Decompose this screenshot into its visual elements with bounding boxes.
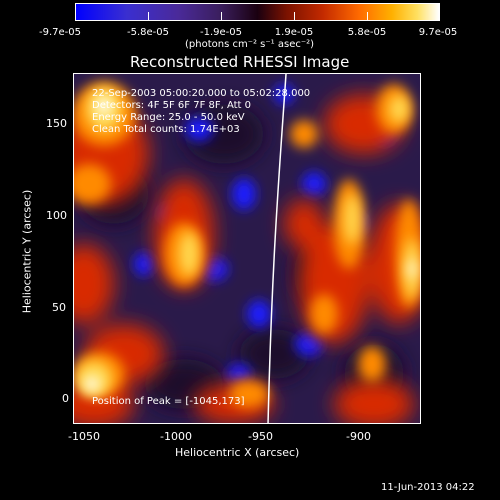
colorbar-tick-label: -1.9e-05 (200, 27, 242, 38)
colorbar-tick-label: 9.7e-05 (418, 27, 458, 38)
emission-blob-blue (185, 117, 213, 141)
colorbar-units: (photons cm⁻² s⁻¹ asec⁻²) (185, 39, 315, 50)
solar-limb-line (267, 74, 287, 423)
emission-blob-blue (302, 172, 326, 196)
emission-blob-yellow (344, 194, 360, 244)
overlay-time-range: 22-Sep-2003 05:00:20.000 to 05:02:28.000 (92, 88, 311, 99)
emission-blob-blue (232, 178, 256, 210)
overlay-detectors: Detectors: 4F 5F 6F 7F 8F, Att 0 (92, 100, 252, 111)
overlay-algorithm-counts: Clean Total counts: 1.74E+03 (92, 124, 240, 135)
emission-blob-orange (358, 346, 386, 382)
colorbar-tick (75, 12, 76, 21)
colorbar-tick (367, 12, 368, 21)
rhessi-image-map (74, 74, 420, 423)
colorbar-tick-label: -5.8e-05 (127, 27, 169, 38)
footer-timestamp: 11-Jun-2013 04:22 (381, 482, 475, 493)
emission-blob-yellow (179, 232, 199, 276)
emission-blob-orange (290, 120, 318, 148)
y-tick-label: 0 (62, 392, 69, 405)
emission-blob-orange (310, 294, 338, 334)
x-tick-label: -950 (248, 430, 273, 443)
x-tick-label: -1050 (68, 430, 100, 443)
plot-title: Reconstructed RHESSI Image (130, 53, 350, 71)
emission-blob-red (284, 199, 324, 249)
emission-blob-orange (74, 164, 111, 204)
colorbar-tick (148, 12, 149, 21)
emission-blob-white (408, 259, 416, 279)
emission-blob-blue (227, 364, 251, 384)
y-tick-label: 150 (46, 117, 67, 130)
emission-blob-blue (134, 252, 154, 276)
colorbar-tick (221, 12, 222, 21)
image-plot (73, 73, 421, 424)
emission-blob-blue (247, 300, 271, 328)
x-tick-label: -900 (346, 430, 371, 443)
emission-blob-white (96, 96, 112, 116)
colorbar (75, 3, 440, 21)
y-tick-label: 50 (52, 301, 66, 314)
colorbar-tick-label: 1.9e-05 (274, 27, 314, 38)
emission-blob-red (74, 244, 114, 324)
overlay-peak-position: Position of Peak = [-1045,173] (92, 396, 245, 407)
overlay-energy-range: Energy Range: 25.0 - 50.0 keV (92, 112, 245, 123)
colorbar-tick-label: -9.7e-05 (39, 27, 81, 38)
x-axis-title: Heliocentric X (arcsec) (175, 446, 300, 459)
emission-blob-dark (239, 329, 309, 379)
emission-blob-orange (229, 380, 269, 408)
emission-blob-blue (295, 332, 323, 356)
y-axis-title: Heliocentric Y (arcsec) (20, 189, 34, 314)
emission-blob-yellow (389, 95, 409, 123)
y-tick-label: 100 (46, 209, 67, 222)
x-tick-label: -1000 (160, 430, 192, 443)
colorbar-tick (439, 12, 440, 21)
emission-blob-white (84, 376, 100, 392)
colorbar-tick-label: 5.8e-05 (347, 27, 387, 38)
emission-blob-red (334, 379, 414, 423)
colorbar-tick (294, 12, 295, 21)
